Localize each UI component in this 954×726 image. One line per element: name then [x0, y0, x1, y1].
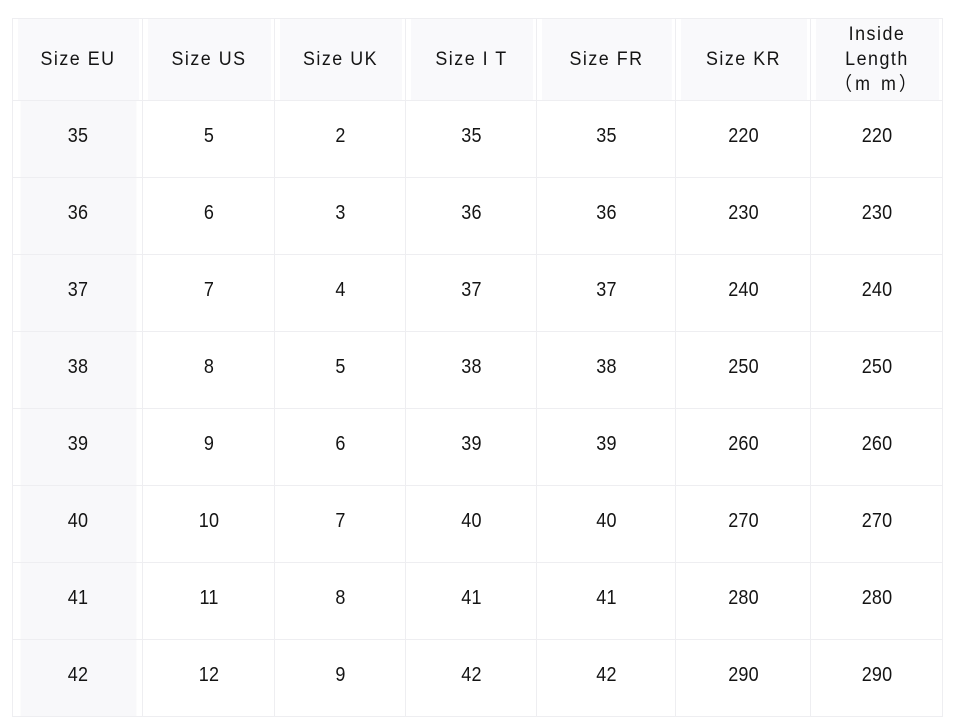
cell-size_kr: 240	[681, 254, 805, 332]
cell-size_eu: 38	[18, 331, 137, 409]
column-header-size_it: Size I T	[408, 18, 534, 101]
cell-size_it: 39	[411, 408, 531, 486]
column-header-label: Inside Length	[844, 23, 909, 70]
column-header-size_us: Size US	[145, 18, 272, 101]
cell-size_us: 8	[148, 331, 269, 409]
cell-size_kr: 250	[681, 331, 805, 409]
table-row: 42 12 9 42 42 290 290	[13, 639, 943, 717]
cell-size_eu: 36	[18, 177, 137, 255]
cell-size_it: 36	[411, 177, 531, 255]
column-header-label: Size US	[170, 48, 247, 70]
cell-size_us: 5	[148, 100, 269, 178]
cell-size_us: 9	[148, 408, 269, 486]
cell-size_kr: 290	[681, 639, 805, 717]
cell-size_uk: 6	[280, 408, 400, 486]
cell-size_fr: 42	[543, 639, 669, 717]
column-header-label: Size UK	[302, 48, 378, 70]
cell-size_eu: 35	[18, 100, 137, 178]
cell-size_eu: 42	[18, 639, 137, 717]
cell-size_uk: 4	[280, 254, 400, 332]
cell-size_us: 12	[148, 639, 269, 717]
column-header-label: Size EU	[39, 48, 116, 70]
cell-size_eu: 39	[18, 408, 137, 486]
cell-size_us: 10	[148, 485, 269, 563]
table-row: 38 8 5 38 38 250 250	[13, 331, 943, 409]
column-header-size_uk: Size UK	[277, 18, 403, 101]
cell-size_fr: 39	[543, 408, 669, 486]
cell-inside_length: 250	[816, 331, 937, 409]
column-header-inside_length: Inside Length （m m）	[813, 18, 940, 101]
cell-size_kr: 230	[681, 177, 805, 255]
cell-inside_length: 240	[816, 254, 937, 332]
cell-size_it: 35	[411, 100, 531, 178]
cell-inside_length: 270	[816, 485, 937, 563]
cell-size_fr: 40	[543, 485, 669, 563]
column-header-size_fr: Size FR	[540, 18, 672, 101]
cell-size_fr: 38	[543, 331, 669, 409]
cell-size_eu: 41	[18, 562, 137, 640]
cell-size_it: 42	[411, 639, 531, 717]
cell-size_us: 7	[148, 254, 269, 332]
cell-inside_length: 220	[816, 100, 937, 178]
cell-size_uk: 3	[280, 177, 400, 255]
table-header: Size EU Size US Size UK Size I T Size FR Size…	[13, 18, 943, 101]
cell-size_us: 6	[148, 177, 269, 255]
cell-size_kr: 260	[681, 408, 805, 486]
cell-size_eu: 40	[18, 485, 137, 563]
size-chart-container: Size EU Size US Size UK Size I T Size FR Size…	[12, 18, 943, 717]
cell-size_us: 11	[148, 562, 269, 640]
cell-size_fr: 37	[543, 254, 669, 332]
size-conversion-table: Size EU Size US Size UK Size I T Size FR Size…	[12, 18, 943, 717]
table-row: 35 5 2 35 35 220 220	[13, 100, 943, 178]
cell-size_eu: 37	[18, 254, 137, 332]
column-header-size_eu: Size EU	[15, 18, 140, 101]
cell-size_fr: 35	[543, 100, 669, 178]
cell-inside_length: 280	[816, 562, 937, 640]
cell-size_uk: 7	[280, 485, 400, 563]
column-header-label: Size FR	[568, 48, 644, 70]
column-header-unit: （m m）	[833, 74, 920, 96]
cell-size_kr: 270	[681, 485, 805, 563]
table-header-row: Size EU Size US Size UK Size I T Size FR Size…	[13, 18, 943, 101]
cell-inside_length: 290	[816, 639, 937, 717]
cell-size_kr: 280	[681, 562, 805, 640]
cell-size_it: 40	[411, 485, 531, 563]
cell-size_uk: 5	[280, 331, 400, 409]
cell-size_fr: 36	[543, 177, 669, 255]
column-header-size_kr: Size KR	[679, 18, 807, 101]
table-row: 39 9 6 39 39 260 260	[13, 408, 943, 486]
cell-size_kr: 220	[681, 100, 805, 178]
cell-size_it: 41	[411, 562, 531, 640]
table-row: 36 6 3 36 36 230 230	[13, 177, 943, 255]
cell-size_fr: 41	[543, 562, 669, 640]
cell-size_uk: 9	[280, 639, 400, 717]
cell-inside_length: 260	[816, 408, 937, 486]
column-header-label: Size I T	[434, 48, 508, 70]
table-row: 37 7 4 37 37 240 240	[13, 254, 943, 332]
table-body: 35 5 2 35 35 220 220 36 6 3 36 36 230 230 37 7 4 37 37 240 2…	[13, 100, 943, 717]
table-row: 41 11 8 41 41 280 280	[13, 562, 943, 640]
cell-size_uk: 8	[280, 562, 400, 640]
cell-size_uk: 2	[280, 100, 400, 178]
cell-inside_length: 230	[816, 177, 937, 255]
table-row: 40 10 7 40 40 270 270	[13, 485, 943, 563]
cell-size_it: 37	[411, 254, 531, 332]
column-header-label: Size KR	[705, 48, 781, 70]
cell-size_it: 38	[411, 331, 531, 409]
